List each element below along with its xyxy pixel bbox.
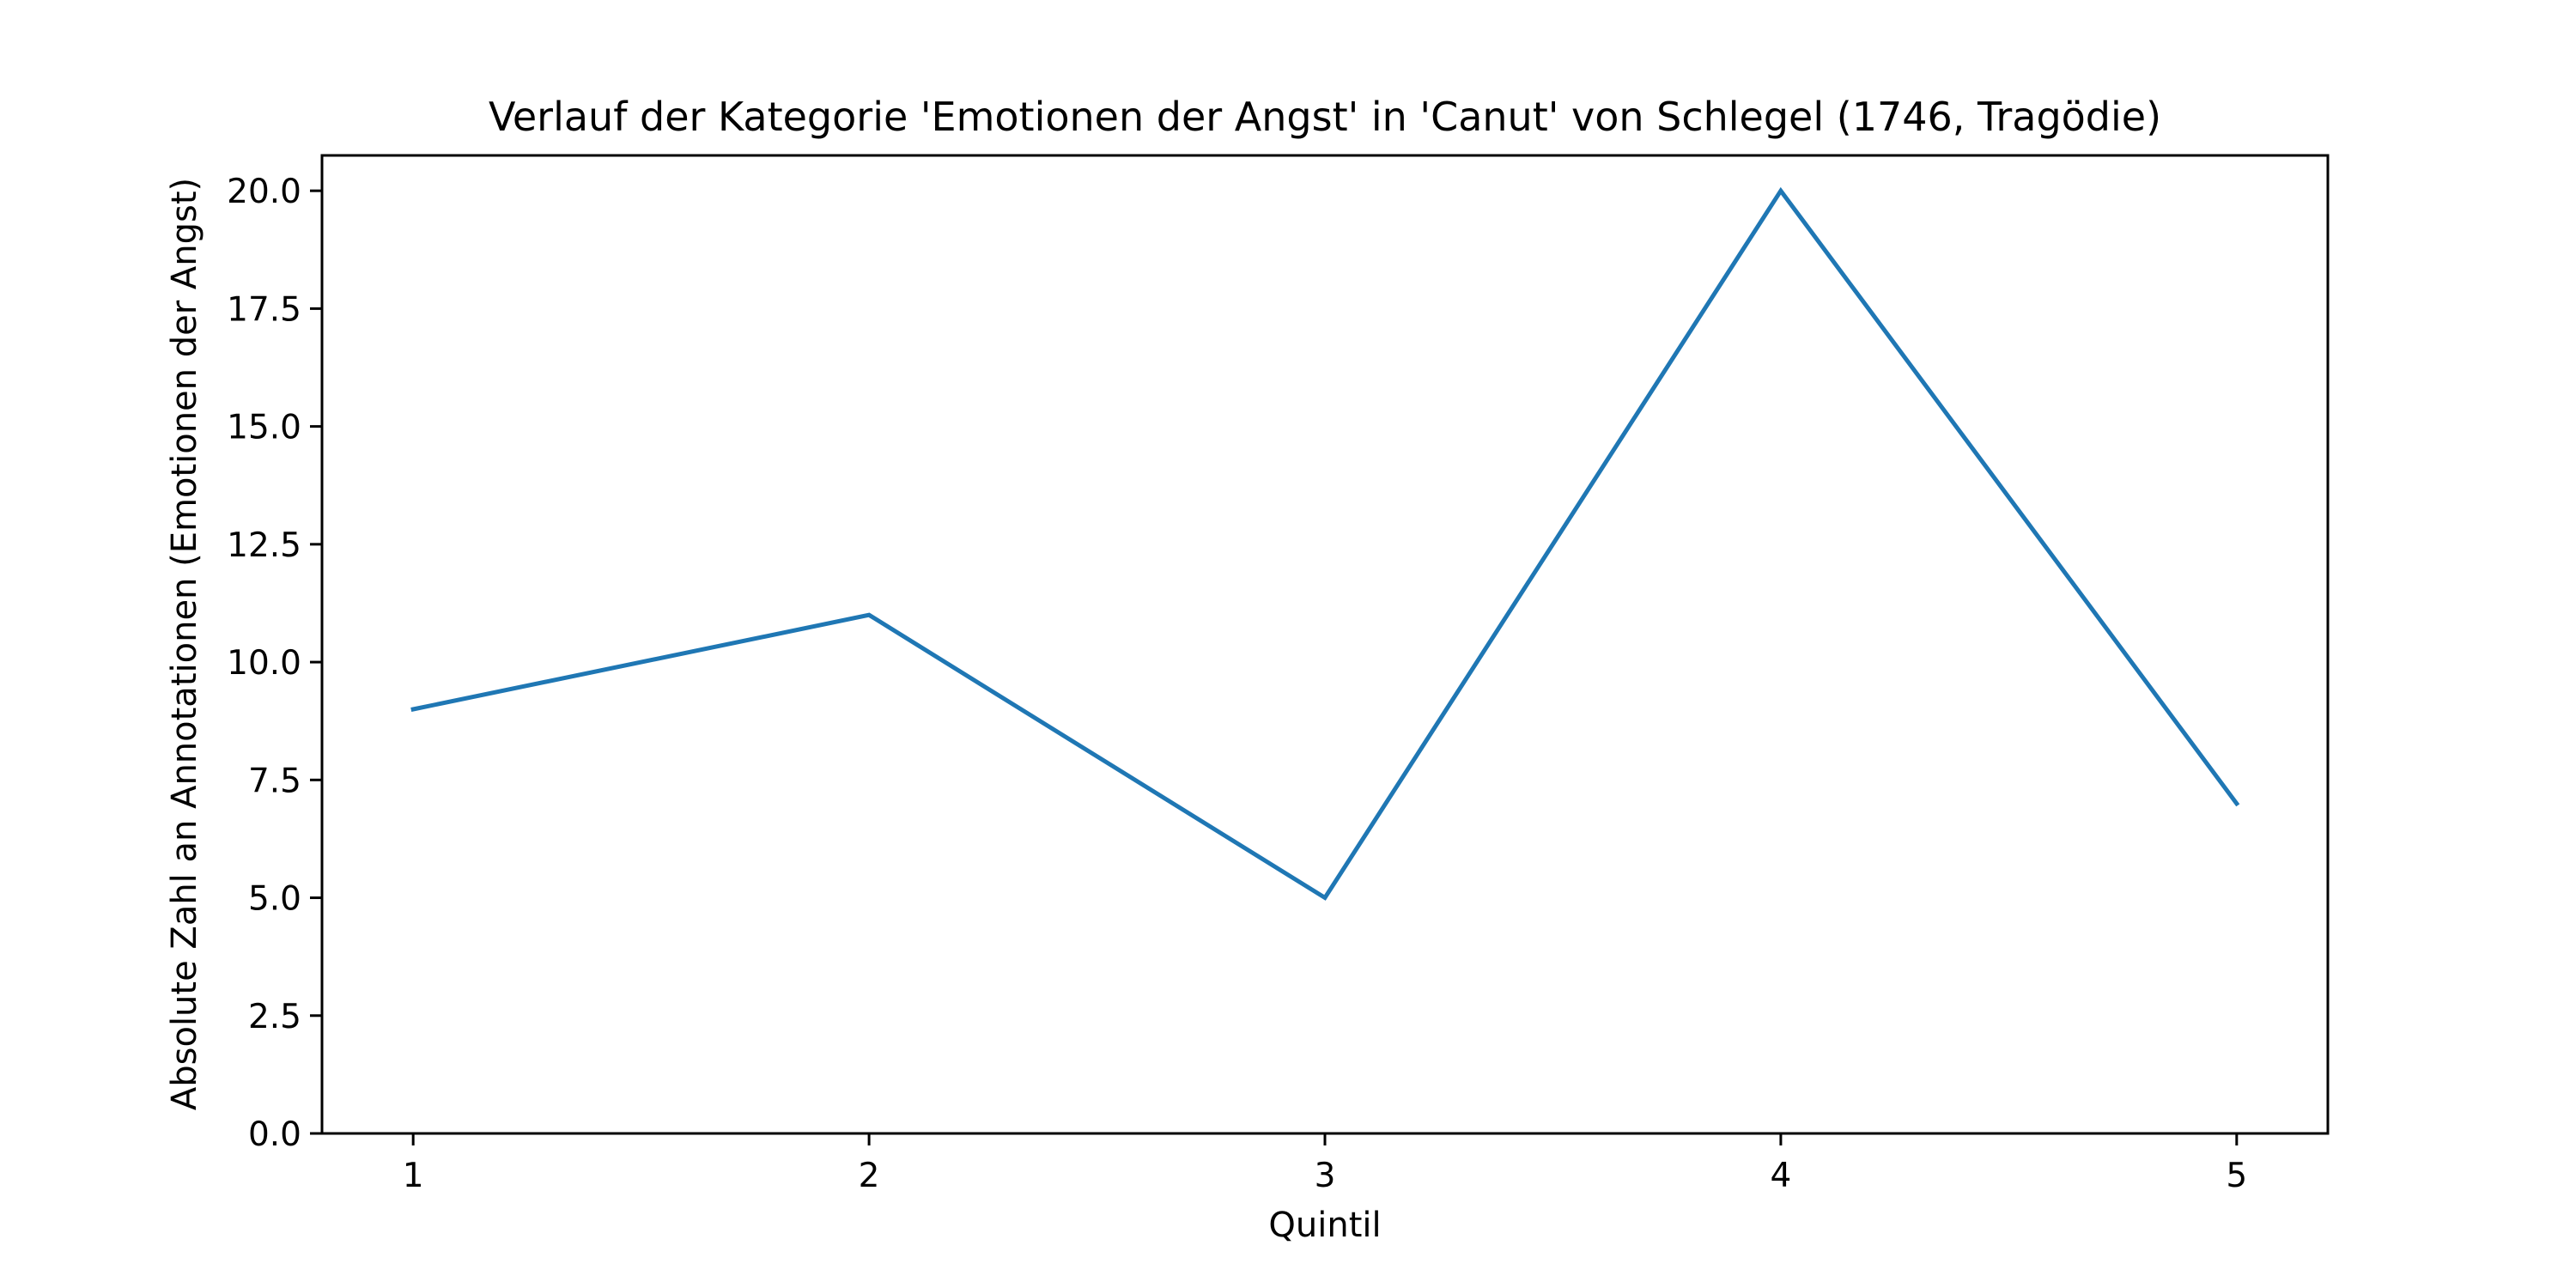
x-tick-label: 1: [403, 1157, 424, 1195]
y-tick-label: 7.5: [248, 762, 301, 800]
y-tick-label: 5.0: [248, 880, 301, 919]
y-tick-label: 10.0: [227, 644, 301, 683]
chart-title: Verlauf der Kategorie 'Emotionen der Ang…: [489, 94, 2161, 140]
x-tick-label: 5: [2226, 1157, 2247, 1195]
y-tick-label: 0.0: [248, 1115, 301, 1154]
x-axis-label: Quintil: [1268, 1206, 1381, 1245]
y-tick-label: 17.5: [227, 290, 301, 329]
y-axis: 0.0 2.5 5.0 7.5 10.0 12.5 15.0 17.5 20.0: [227, 173, 322, 1154]
series-line: [410, 186, 2240, 901]
x-tick-label: 4: [1770, 1157, 1791, 1195]
x-tick-label: 2: [859, 1157, 880, 1195]
y-axis-label: Absolute Zahl an Annotationen (Emotionen…: [165, 178, 204, 1110]
y-tick-label: 15.0: [227, 409, 301, 447]
y-tick-label: 2.5: [248, 998, 301, 1036]
series-layer: [410, 186, 2240, 901]
y-tick-label: 12.5: [227, 526, 301, 565]
plot-frame: [320, 154, 2330, 1135]
plot-area: [322, 155, 2328, 1133]
plot-background: [322, 155, 2328, 1133]
x-tick-label: 3: [1315, 1157, 1336, 1195]
y-tick-label: 20.0: [227, 173, 301, 211]
x-axis: 1 2 3 4 5: [403, 1133, 2247, 1195]
